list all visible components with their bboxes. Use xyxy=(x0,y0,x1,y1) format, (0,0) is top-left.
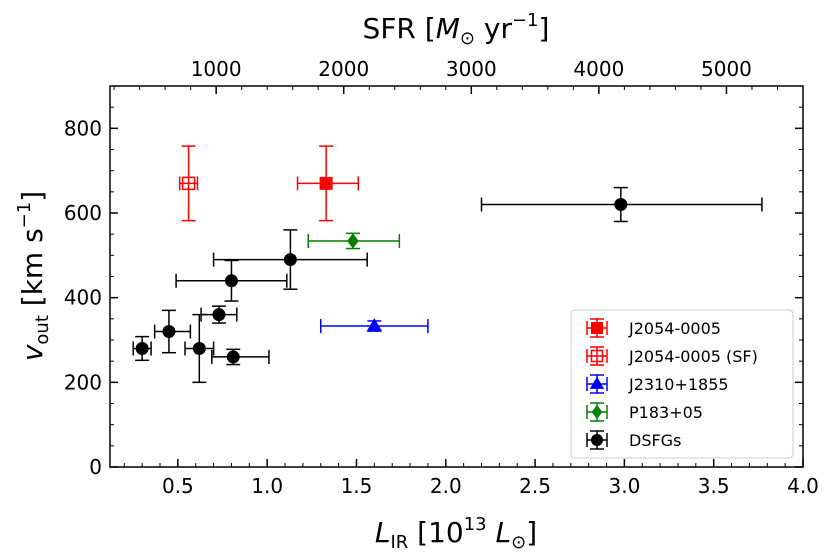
data-point xyxy=(212,308,226,322)
legend-item: DSFGs xyxy=(586,430,681,450)
x-tick-label: 2.0 xyxy=(430,474,462,498)
y-tick-label: 800 xyxy=(64,116,102,140)
data-point xyxy=(192,341,206,355)
data-point xyxy=(366,318,383,332)
x-tick-label: 1.5 xyxy=(341,474,373,498)
series-p183-05 xyxy=(307,232,401,250)
data-point xyxy=(162,325,176,339)
x-tick-label: 3.0 xyxy=(608,474,640,498)
legend: J2054-0005 J2054-0005 (SF) J2310+1855 P183+… xyxy=(570,309,794,459)
y-axis-label: vout [km s−1] xyxy=(14,191,53,361)
y-tick-label: 200 xyxy=(64,370,102,394)
data-point xyxy=(224,274,238,288)
y-tick-label: 600 xyxy=(64,201,102,225)
legend-label: J2054-0005 xyxy=(628,319,721,338)
legend-label: P183+05 xyxy=(629,403,703,422)
data-point xyxy=(181,176,196,191)
x2-tick-label: 2000 xyxy=(318,57,369,81)
x-tick-label: 2.5 xyxy=(519,474,551,498)
legend-frame xyxy=(570,309,794,459)
series-dsfgs xyxy=(132,186,763,384)
legend-marker xyxy=(590,349,604,363)
legend-marker xyxy=(589,376,605,389)
data-point xyxy=(614,198,628,212)
legend-item: P183+05 xyxy=(586,402,703,422)
top-x-axis-label: SFR [M⊙ yr−1] xyxy=(363,10,550,49)
x-tick-label: 3.5 xyxy=(698,474,730,498)
x-tick-label: 1.0 xyxy=(251,474,283,498)
legend-item: J2054-0005 (SF) xyxy=(586,346,758,366)
x-axis-label: LIR [1013 L⊙] xyxy=(375,514,537,553)
x2-tick-label: 4000 xyxy=(573,57,624,81)
data-point xyxy=(226,350,240,364)
series-j2310-1855 xyxy=(320,318,429,334)
data-point xyxy=(283,253,297,267)
series-j2054-0005 xyxy=(296,145,360,222)
data-point xyxy=(135,341,149,355)
ticks-layer: 0.5 1.0 1.5 2.0 2.5 3.0 3.5 4.0 0 200 400 600 800 100… xyxy=(64,57,819,498)
series-j2054-0005-sf- xyxy=(178,145,199,222)
y-tick-label: 400 xyxy=(64,286,102,310)
x2-tick-label: 3000 xyxy=(446,57,497,81)
x-tick-label: 0.5 xyxy=(162,474,194,498)
legend-marker xyxy=(591,434,603,446)
x2-tick-label: 5000 xyxy=(701,57,752,81)
data-point xyxy=(347,233,359,249)
legend-item: J2310+1855 xyxy=(586,374,729,394)
legend-label: J2310+1855 xyxy=(628,375,729,394)
legend-label: J2054-0005 (SF) xyxy=(628,347,758,366)
x-tick-label: 4.0 xyxy=(787,474,819,498)
data-layer xyxy=(132,145,763,384)
legend-label: DSFGs xyxy=(629,431,681,450)
data-point xyxy=(319,176,333,190)
y-tick-label: 0 xyxy=(89,455,102,479)
x2-tick-label: 1000 xyxy=(191,57,242,81)
legend-marker xyxy=(591,404,603,420)
legend-item: J2054-0005 xyxy=(586,318,721,338)
legend-marker xyxy=(591,322,603,334)
